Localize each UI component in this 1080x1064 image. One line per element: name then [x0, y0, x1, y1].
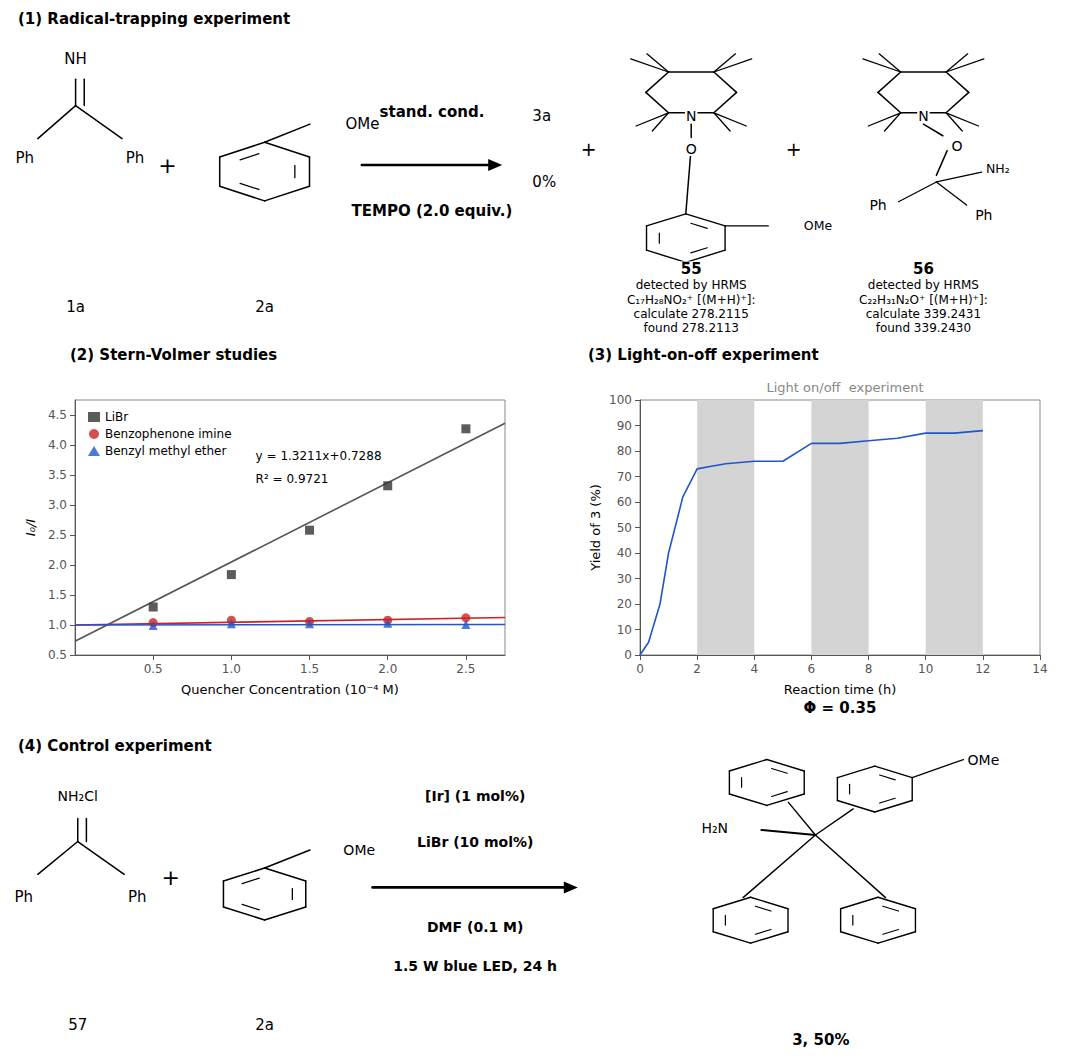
svg-text:stand. cond.: stand. cond.: [380, 103, 485, 121]
svg-text:1.5 W blue LED, 24 h: 1.5 W blue LED, 24 h: [393, 958, 557, 974]
svg-text:3.0: 3.0: [48, 498, 67, 512]
svg-text:90: 90: [617, 419, 632, 433]
svg-text:+: +: [786, 138, 802, 160]
svg-text:Benzophenone imine: Benzophenone imine: [105, 427, 232, 441]
svg-text:0%: 0%: [532, 173, 556, 191]
svg-text:O: O: [686, 141, 697, 157]
svg-text:Light on/off experiment: Light on/off experiment: [767, 380, 924, 395]
svg-text:8: 8: [865, 662, 873, 676]
svg-text:4.5: 4.5: [48, 408, 67, 422]
svg-text:(4) Control experiment: (4) Control experiment: [18, 737, 212, 755]
svg-text:40: 40: [617, 546, 632, 560]
svg-text:20: 20: [617, 597, 632, 611]
svg-text:Ph: Ph: [16, 149, 35, 167]
svg-text:C₂₂H₃₁N₂O⁺ [(M+H)⁺]:: C₂₂H₃₁N₂O⁺ [(M+H)⁺]:: [859, 293, 988, 307]
svg-text:2a: 2a: [255, 298, 274, 316]
svg-text:30: 30: [617, 572, 632, 586]
svg-text:Yield of 3 (%): Yield of 3 (%): [588, 484, 603, 572]
svg-text:O: O: [951, 138, 962, 154]
svg-text:OMe: OMe: [968, 752, 1000, 768]
svg-text:4: 4: [750, 662, 758, 676]
svg-text:Quencher Concentration (10⁻⁴ M: Quencher Concentration (10⁻⁴ M): [181, 682, 399, 697]
svg-text:NH: NH: [64, 50, 87, 68]
svg-text:TEMPO (2.0 equiv.): TEMPO (2.0 equiv.): [352, 202, 513, 220]
svg-text:Φ = 0.35: Φ = 0.35: [804, 699, 877, 717]
svg-text:14: 14: [1032, 662, 1047, 676]
svg-text:C₁₇H₂₈NO₂⁺ [(M+H)⁺]:: C₁₇H₂₈NO₂⁺ [(M+H)⁺]:: [627, 293, 756, 307]
svg-text:0.5: 0.5: [48, 648, 67, 662]
svg-text:3, 50%: 3, 50%: [792, 1031, 849, 1049]
svg-text:2.0: 2.0: [378, 662, 397, 676]
svg-text:0: 0: [624, 648, 632, 662]
svg-text:1.5: 1.5: [48, 588, 67, 602]
svg-text:DMF (0.1 M): DMF (0.1 M): [427, 919, 523, 935]
svg-text:y = 1.3211x+0.7288: y = 1.3211x+0.7288: [256, 449, 382, 463]
svg-text:detected by HRMS: detected by HRMS: [868, 278, 979, 292]
svg-text:2.5: 2.5: [456, 662, 475, 676]
svg-text:(1) Radical-trapping experimen: (1) Radical-trapping experiment: [18, 10, 290, 28]
svg-text:I₀/I: I₀/I: [23, 519, 38, 536]
svg-text:0.5: 0.5: [144, 662, 163, 676]
svg-text:Ph: Ph: [126, 149, 145, 167]
svg-text:(2) Stern-Volmer studies: (2) Stern-Volmer studies: [70, 346, 277, 364]
svg-text:3.5: 3.5: [48, 468, 67, 482]
svg-text:80: 80: [617, 444, 632, 458]
svg-text:+: +: [158, 153, 176, 178]
svg-text:LiBr: LiBr: [105, 410, 128, 424]
svg-text:LiBr (10 mol%): LiBr (10 mol%): [417, 834, 533, 850]
svg-text:1a: 1a: [66, 298, 85, 316]
svg-text:57: 57: [68, 1016, 87, 1034]
svg-text:10: 10: [617, 623, 632, 637]
svg-text:found 339.2430: found 339.2430: [876, 321, 971, 335]
svg-text:OMe: OMe: [343, 842, 375, 858]
svg-text:12: 12: [975, 662, 990, 676]
svg-text:Ph: Ph: [975, 207, 992, 223]
svg-text:1.5: 1.5: [300, 662, 319, 676]
svg-text:NH₂: NH₂: [986, 161, 1010, 176]
svg-text:4.0: 4.0: [48, 438, 67, 452]
svg-text:detected by HRMS: detected by HRMS: [636, 278, 747, 292]
svg-text:R² = 0.9721: R² = 0.9721: [256, 472, 329, 486]
svg-text:Benzyl methyl ether: Benzyl methyl ether: [105, 444, 226, 458]
svg-text:2.0: 2.0: [48, 558, 67, 572]
svg-text:1.0: 1.0: [222, 662, 241, 676]
svg-text:NH₂Cl: NH₂Cl: [58, 788, 98, 804]
svg-text:OMe: OMe: [804, 218, 833, 233]
svg-text:OMe: OMe: [346, 115, 380, 133]
svg-text:50: 50: [617, 521, 632, 535]
svg-text:Ph: Ph: [869, 197, 886, 213]
svg-text:Reaction time (h): Reaction time (h): [784, 682, 896, 697]
svg-text:+: +: [581, 138, 597, 160]
svg-text:1.0: 1.0: [48, 618, 67, 632]
svg-text:70: 70: [617, 470, 632, 484]
svg-text:60: 60: [617, 495, 632, 509]
svg-text:55: 55: [681, 260, 702, 278]
svg-text:Ph: Ph: [14, 888, 33, 906]
svg-text:2: 2: [693, 662, 701, 676]
svg-text:N: N: [918, 108, 928, 124]
svg-text:2a: 2a: [255, 1016, 274, 1034]
svg-text:(3) Light-on-off experiment: (3) Light-on-off experiment: [588, 346, 819, 364]
svg-text:H₂N: H₂N: [701, 820, 728, 836]
svg-text:6: 6: [808, 662, 816, 676]
svg-text:2.5: 2.5: [48, 528, 67, 542]
svg-text:calculate 278.2115: calculate 278.2115: [634, 307, 749, 321]
svg-text:56: 56: [913, 260, 934, 278]
svg-text:+: +: [161, 865, 179, 890]
svg-text:10: 10: [918, 662, 933, 676]
svg-text:[Ir] (1 mol%): [Ir] (1 mol%): [425, 788, 525, 804]
svg-text:found 278.2113: found 278.2113: [643, 321, 738, 335]
svg-text:3a: 3a: [532, 107, 551, 125]
svg-text:100: 100: [609, 393, 632, 407]
svg-text:0: 0: [636, 662, 644, 676]
svg-text:Ph: Ph: [128, 888, 147, 906]
svg-text:N: N: [686, 108, 696, 124]
svg-text:calculate 339.2431: calculate 339.2431: [866, 307, 981, 321]
